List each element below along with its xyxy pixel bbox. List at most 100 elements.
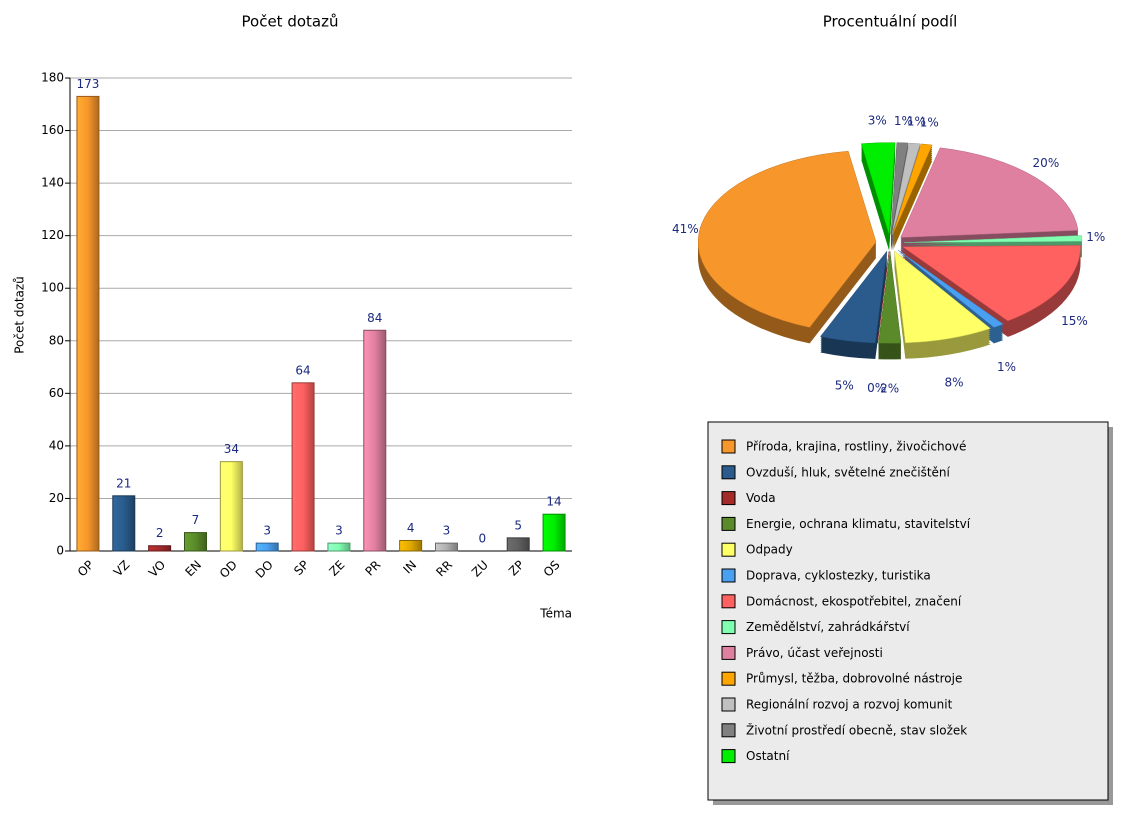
y-tick-label: 80: [49, 333, 64, 347]
slice-side: [892, 147, 933, 239]
x-tick-label: RR: [433, 558, 455, 580]
bar: [327, 542, 351, 552]
bar: [435, 542, 458, 552]
slice-side: [892, 159, 933, 251]
bar: [291, 382, 315, 552]
x-tick-label: ZP: [506, 558, 527, 579]
x-tick-label: OP: [75, 558, 97, 580]
pie-slice: [697, 150, 877, 328]
legend-swatch: [721, 671, 736, 686]
pie-slice: [903, 235, 1083, 243]
x-tick-label: VO: [146, 558, 168, 580]
value-label: 2: [156, 526, 164, 540]
legend-label: Ovzduší, hluk, světelné znečištění: [746, 465, 951, 479]
bar: [219, 461, 243, 552]
legend-label: Příroda, krajina, rostliny, živočichové: [746, 440, 966, 454]
pie-slice: [900, 147, 1079, 238]
legend-swatch: [721, 749, 736, 764]
slice-label: 3%: [868, 114, 887, 128]
slice-side: [891, 145, 921, 237]
bar: [76, 95, 100, 552]
slice-label: 1%: [894, 114, 913, 128]
value-label: 4: [407, 521, 415, 535]
pie-slice: [891, 142, 921, 235]
value-label: 21: [116, 476, 131, 490]
value-label: 173: [76, 77, 99, 91]
pie-slice: [860, 142, 896, 235]
x-tick-label: SP: [291, 558, 311, 578]
slice-side: [892, 145, 933, 237]
x-tick-label: IN: [400, 558, 419, 577]
bar: [184, 532, 207, 552]
slice-side: [892, 155, 933, 247]
y-axis-label: Počet dotazů: [13, 276, 27, 354]
bar-title: Počet dotazů: [242, 13, 339, 31]
value-label: 5: [514, 518, 522, 532]
x-tick-label: ZU: [469, 558, 491, 580]
legend-swatch: [721, 723, 736, 738]
value-label: 3: [335, 524, 343, 538]
value-label: 0: [479, 532, 487, 546]
legend-swatch: [721, 516, 736, 531]
legend-label: Průmysl, těžba, dobrovolné nástroje: [746, 672, 962, 686]
x-tick-label: ZE: [326, 558, 347, 579]
legend-label: Domácnost, ekospotřebitel, značení: [746, 594, 962, 608]
y-tick-label: 120: [41, 228, 64, 242]
legend-swatch: [721, 645, 736, 660]
slice-label: 1%: [920, 116, 939, 130]
slice-label: 1%: [997, 360, 1016, 374]
x-tick-label: OD: [217, 558, 240, 581]
slice-label: 2%: [880, 381, 899, 395]
y-tick-label: 20: [49, 491, 64, 505]
value-label: 14: [546, 495, 561, 509]
legend-label: Právo, účast veřejnosti: [746, 646, 883, 660]
y-tick-label: 0: [56, 544, 64, 558]
value-label: 7: [192, 513, 200, 527]
value-label: 34: [224, 442, 239, 456]
legend-label: Energie, ochrana klimatu, stavitelství: [746, 517, 971, 531]
y-tick-label: 100: [41, 281, 64, 295]
slice-label: 1%: [907, 115, 926, 129]
legend-label: Regionální rozvoj a rozvoj komunit: [746, 698, 953, 712]
legend-swatch: [721, 568, 736, 583]
legend-label: Doprava, cyklostezky, turistika: [746, 569, 931, 583]
legend-label: Zemědělství, zahrádkářství: [746, 620, 910, 634]
x-axis-label: Téma: [539, 607, 572, 621]
slice-side: [890, 144, 909, 237]
slice-label: 0%: [867, 381, 886, 395]
bar: [112, 495, 136, 552]
bar: [148, 545, 172, 552]
legend-swatch: [721, 542, 736, 557]
legend-swatch: [721, 439, 736, 454]
pie-slice: [894, 250, 991, 344]
slice-label: 8%: [944, 375, 963, 389]
slice-side: [892, 149, 933, 241]
x-tick-label: EN: [182, 558, 204, 580]
pie-slice: [890, 142, 909, 235]
y-tick-label: 60: [49, 386, 64, 400]
legend-label: Voda: [746, 491, 776, 505]
slice-label: 20%: [1033, 156, 1060, 170]
value-label: 64: [295, 363, 310, 377]
legend-swatch: [721, 620, 736, 635]
slice-label: 5%: [835, 378, 854, 392]
legend-swatch: [721, 465, 736, 480]
legend-swatch: [721, 594, 736, 609]
pie-slice: [878, 251, 902, 344]
slice-label: 1%: [1086, 230, 1105, 244]
y-tick-label: 180: [41, 71, 64, 85]
pie-slice: [820, 250, 888, 344]
slice-side: [892, 153, 933, 245]
slice-side: [892, 157, 933, 249]
legend-box: [707, 421, 1109, 801]
x-tick-label: DO: [253, 558, 276, 581]
pie-slice: [901, 245, 1081, 322]
legend-label: Životní prostředí obecně, stav složek: [746, 722, 967, 737]
slice-label: 41%: [672, 222, 699, 236]
value-label: 84: [367, 311, 382, 325]
slice-side: [892, 151, 933, 243]
y-tick-label: 140: [41, 176, 64, 190]
bar: [542, 513, 566, 552]
x-tick-label: VZ: [111, 558, 133, 580]
